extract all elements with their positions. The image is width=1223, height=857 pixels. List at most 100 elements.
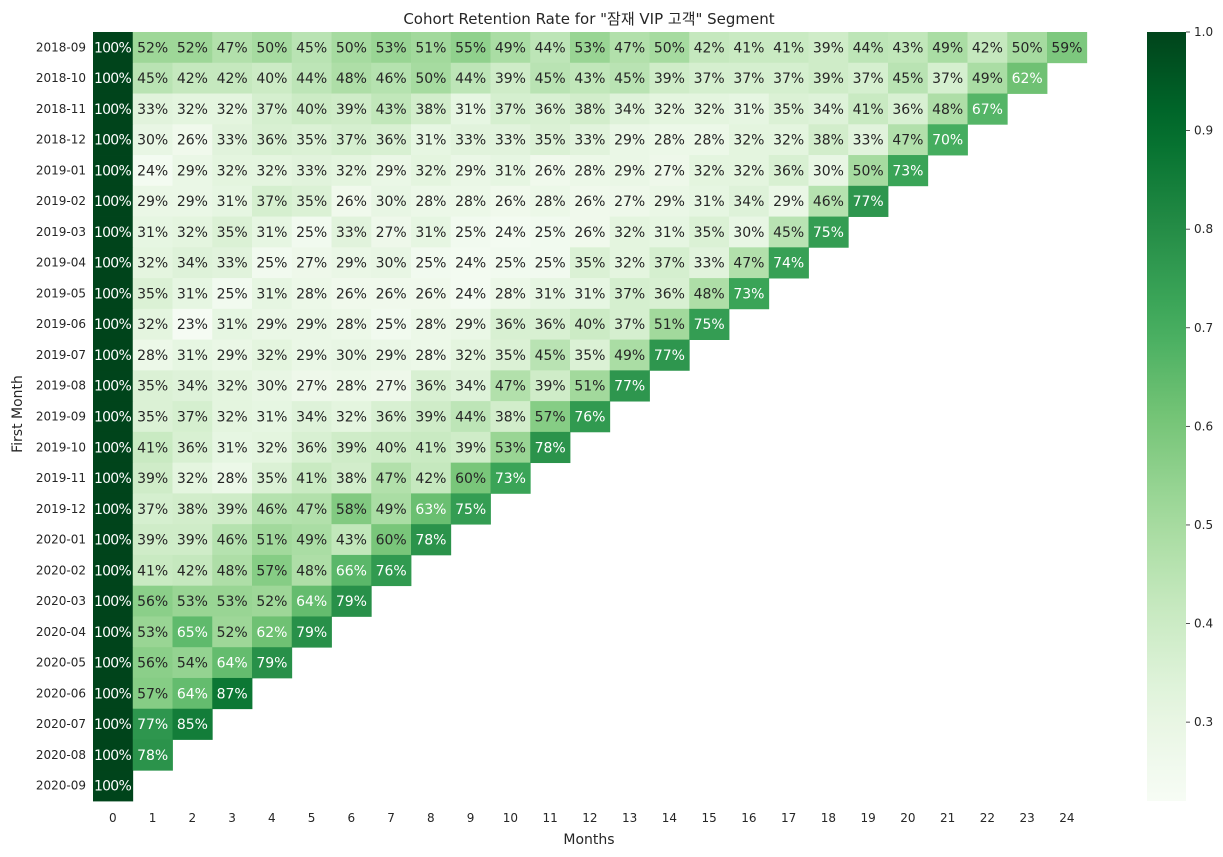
heatmap-cell xyxy=(172,32,213,64)
heatmap-cell xyxy=(768,155,809,187)
heatmap-cell xyxy=(212,616,253,648)
heatmap-cell xyxy=(848,155,889,187)
cell-value-label: 40% xyxy=(376,440,407,456)
heatmap-cell xyxy=(132,585,173,617)
heatmap-cell xyxy=(371,185,412,217)
heatmap-cell xyxy=(291,339,332,371)
cell-value-label: 37% xyxy=(137,502,168,518)
colorbar-tick-label: 0.3 xyxy=(1194,715,1213,729)
cell-value-label: 29% xyxy=(177,163,208,179)
cell-value-label: 29% xyxy=(336,256,367,272)
cell-value-label: 31% xyxy=(217,194,248,210)
y-tick-label: 2020-04 xyxy=(36,625,86,639)
cell-value-label: 50% xyxy=(336,40,367,56)
cell-value-label: 31% xyxy=(256,410,287,426)
cell-value-label: 64% xyxy=(177,686,208,702)
cell-value-label: 42% xyxy=(415,471,446,487)
heatmap-cell xyxy=(252,554,293,587)
heatmap-cell xyxy=(331,216,372,248)
heatmap-cell xyxy=(490,62,531,94)
heatmap-cell xyxy=(172,155,213,187)
cell-value-label: 46% xyxy=(217,533,248,549)
y-tick-label: 2020-02 xyxy=(36,563,86,577)
cell-value-label: 32% xyxy=(654,102,685,118)
cell-value-label: 100% xyxy=(94,471,132,487)
cell-value-label: 41% xyxy=(853,102,884,118)
y-tick-label: 2020-07 xyxy=(36,717,86,731)
cell-value-label: 41% xyxy=(415,440,446,456)
heatmap-cell xyxy=(411,493,452,525)
heatmap-cell xyxy=(212,462,253,494)
heatmap-cell xyxy=(252,32,293,64)
heatmap-cell xyxy=(132,339,173,371)
cell-value-label: 29% xyxy=(614,133,645,149)
cell-value-label: 45% xyxy=(535,348,566,364)
heatmap-cell xyxy=(689,278,730,310)
heatmap-cell xyxy=(967,93,1008,125)
heatmap-cell xyxy=(888,93,929,125)
heatmap-cell xyxy=(291,278,332,310)
heatmap-cell xyxy=(490,339,531,371)
cell-value-label: 47% xyxy=(296,502,327,518)
heatmap-cell xyxy=(212,585,253,617)
cell-value-label: 67% xyxy=(972,102,1003,118)
cell-value-label: 50% xyxy=(853,163,884,179)
cell-value-label: 31% xyxy=(455,102,486,118)
cell-value-label: 35% xyxy=(574,348,605,364)
heatmap-cell xyxy=(530,185,571,217)
cell-value-label: 37% xyxy=(733,71,764,87)
cell-value-label: 49% xyxy=(495,40,526,56)
cell-value-label: 43% xyxy=(336,533,367,549)
cell-value-label: 27% xyxy=(376,225,407,241)
heatmap-cell xyxy=(490,124,531,156)
heatmap-cell xyxy=(371,124,412,156)
heatmap-cell xyxy=(450,339,491,371)
cell-value-label: 29% xyxy=(137,194,168,210)
heatmap-cell xyxy=(967,62,1008,94)
heatmap-cell xyxy=(371,278,412,310)
heatmap-cell xyxy=(93,370,134,402)
cell-value-label: 30% xyxy=(733,225,764,241)
cell-value-label: 48% xyxy=(932,102,963,118)
cell-value-label: 31% xyxy=(495,163,526,179)
heatmap-cell xyxy=(132,62,173,94)
cell-value-label: 30% xyxy=(376,256,407,272)
cell-value-label: 32% xyxy=(336,163,367,179)
cell-value-label: 43% xyxy=(574,71,605,87)
heatmap-cell xyxy=(490,32,531,64)
heatmap-cell xyxy=(490,278,531,310)
x-tick-label: 11 xyxy=(542,811,557,825)
heatmap-cell xyxy=(212,155,253,187)
x-tick-label: 6 xyxy=(348,811,356,825)
heatmap-cell xyxy=(530,62,571,94)
cell-value-label: 100% xyxy=(94,779,132,795)
cell-value-label: 33% xyxy=(336,225,367,241)
cell-value-label: 47% xyxy=(376,471,407,487)
cell-value-label: 37% xyxy=(773,71,804,87)
cell-value-label: 31% xyxy=(415,225,446,241)
heatmap-cell xyxy=(252,401,293,433)
cell-value-label: 26% xyxy=(376,286,407,302)
heatmap-cell xyxy=(93,247,134,279)
heatmap-cell xyxy=(689,308,730,340)
cell-value-label: 49% xyxy=(376,502,407,518)
x-tick-label: 22 xyxy=(980,811,995,825)
heatmap-cell xyxy=(132,124,173,156)
heatmap-cell xyxy=(331,401,372,433)
cell-value-label: 78% xyxy=(535,440,566,456)
heatmap-cell xyxy=(132,32,173,64)
heatmap-cell xyxy=(609,185,650,217)
cell-value-label: 49% xyxy=(972,71,1003,87)
heatmap-cell xyxy=(371,32,412,64)
heatmap-cell xyxy=(609,216,650,248)
heatmap-cell xyxy=(649,308,690,340)
cell-value-label: 27% xyxy=(376,379,407,395)
heatmap-cell xyxy=(768,185,809,217)
cell-value-label: 42% xyxy=(177,563,208,579)
heatmap-cell xyxy=(132,462,173,494)
heatmap-cell xyxy=(291,462,332,494)
heatmap-cell xyxy=(331,554,372,587)
cell-value-label: 78% xyxy=(137,748,168,764)
cell-value-label: 28% xyxy=(455,194,486,210)
cell-value-label: 32% xyxy=(455,348,486,364)
